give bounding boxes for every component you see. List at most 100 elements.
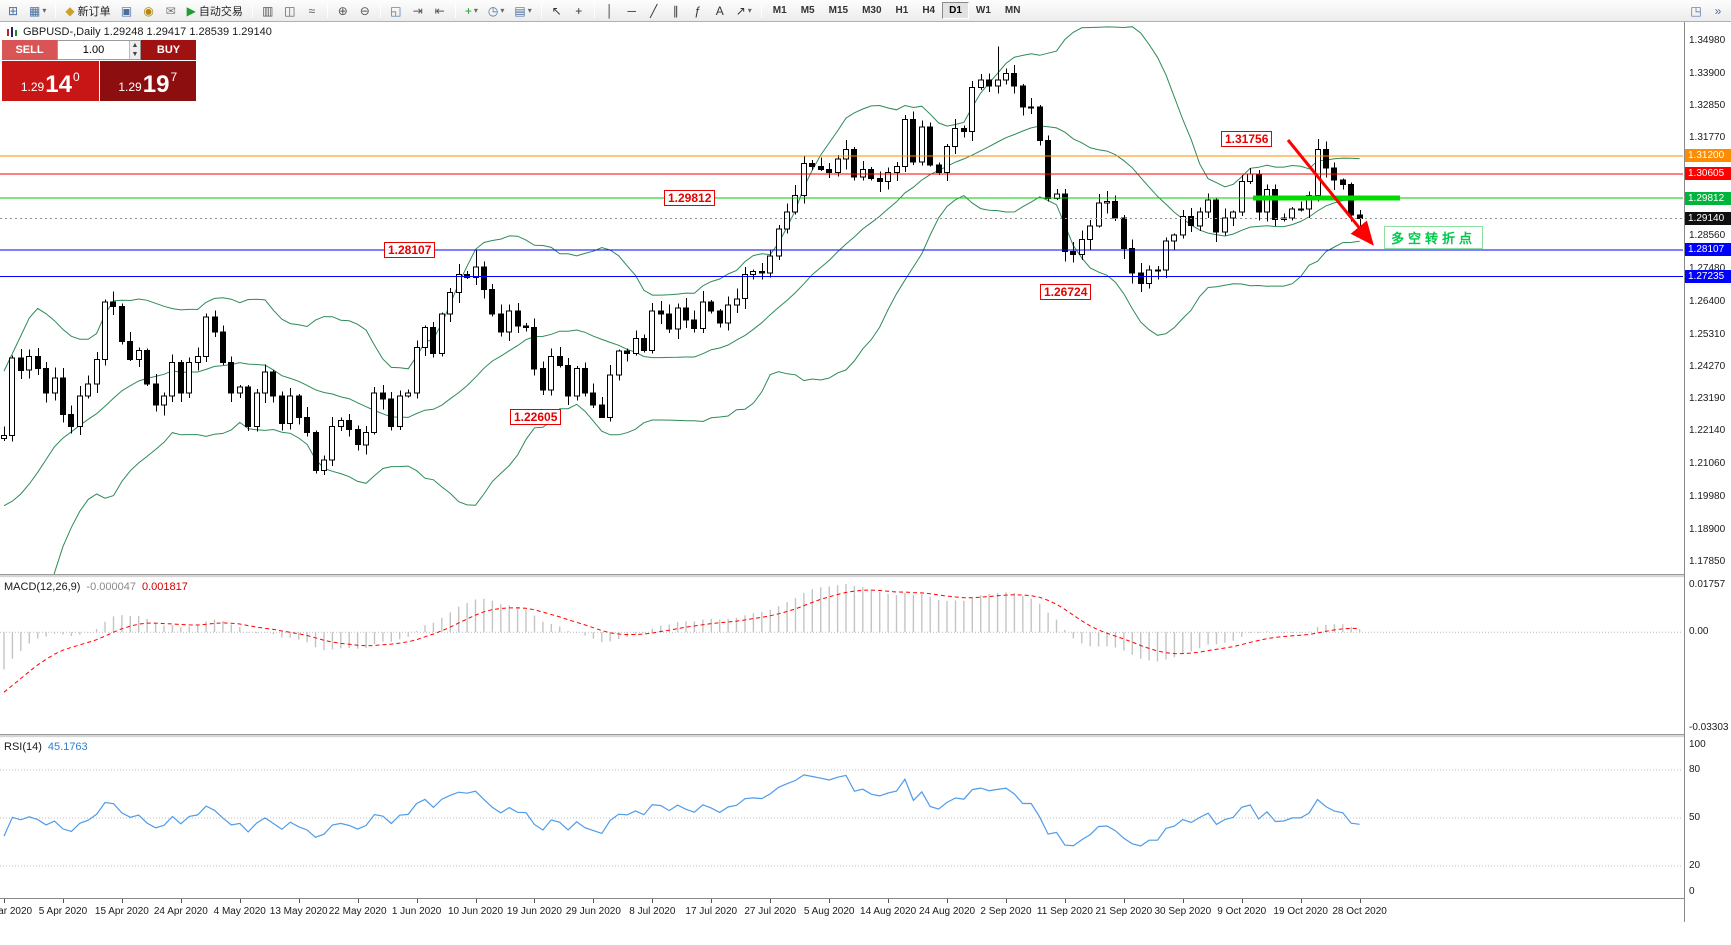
timeframe-w1-button[interactable]: W1 <box>975 5 991 16</box>
price-tag-label[interactable]: 1.31756 <box>1221 130 1273 147</box>
price-axis-label: 1.17850 <box>1689 555 1726 567</box>
macd-axis-label: 0.00 <box>1689 626 1709 638</box>
zoom-in-button[interactable]: ⊕ <box>333 2 353 20</box>
trendline-button[interactable]: ╱ <box>644 2 664 20</box>
indicators-button[interactable]: + ▾ <box>461 2 482 20</box>
text-button[interactable]: A <box>710 2 730 20</box>
toolbar-separator <box>454 3 456 18</box>
timeframe-m15-button[interactable]: M15 <box>828 5 849 16</box>
panel-splitter[interactable] <box>0 574 1731 578</box>
terminal-button[interactable]: ▣ <box>117 2 137 20</box>
sell-price-panel[interactable]: 1.29 14 0 <box>2 61 99 101</box>
timeframe-m1-button[interactable]: M1 <box>772 5 787 16</box>
time-axis-tick <box>1241 899 1243 903</box>
templates-button[interactable]: ▤ ▾ <box>510 2 535 20</box>
new-order-button[interactable]: ◆ 新订单 <box>61 2 114 20</box>
time-axis-tick <box>711 899 713 903</box>
chart-line-icon: ≈ <box>308 3 316 18</box>
timeframe-m30-button[interactable]: M30 <box>862 5 882 16</box>
arrows-button[interactable]: ↗ ▾ <box>732 2 756 20</box>
tile-windows-button[interactable]: ◱ <box>386 2 406 20</box>
price-axis-label: 1.32850 <box>1689 99 1726 111</box>
bid-price-box: 1.29140 <box>1685 211 1731 225</box>
price-level-box: 1.29812 <box>1685 191 1731 205</box>
horizontal-line-button[interactable]: ─ <box>622 2 642 20</box>
tile-windows-icon: ◱ <box>390 3 402 18</box>
mailbox-button[interactable]: ✉ <box>161 2 181 20</box>
vertical-line-button[interactable]: │ <box>600 2 620 20</box>
cursor-button[interactable]: ↖ <box>547 2 567 20</box>
volume-down-button[interactable]: ▼ <box>130 50 140 59</box>
time-axis-label: 13 May 2020 <box>269 906 328 917</box>
time-axis-label: 30 Sep 2020 <box>1154 906 1212 917</box>
time-axis-label: 19 Jun 2020 <box>506 906 562 917</box>
price-tag-label[interactable]: 1.26724 <box>1040 283 1092 300</box>
time-axis-tick <box>1064 899 1066 903</box>
fullscreen-button[interactable]: ◳ <box>1686 2 1706 20</box>
macd-panel[interactable] <box>0 578 1683 734</box>
autotrading-button[interactable]: ▶ 自动交易 <box>183 2 247 20</box>
macd-axis-label: 0.01757 <box>1689 579 1726 590</box>
time-axis-label: 28 Oct 2020 <box>1332 906 1387 917</box>
time-axis-tick <box>1123 899 1125 903</box>
profiles-button[interactable]: ▦ ▾ <box>25 2 50 20</box>
time-axis-tick <box>652 899 654 903</box>
arrows-icon: ↗ <box>735 3 746 18</box>
toolbar-separator <box>326 3 328 18</box>
chart-shift-button[interactable]: ⇤ <box>430 2 450 20</box>
timeframe-d1-button[interactable]: D1 <box>942 2 969 19</box>
price-chart[interactable] <box>0 22 1683 574</box>
crosshair-button[interactable]: + <box>569 2 589 20</box>
timeframe-h1-button[interactable]: H1 <box>895 5 909 16</box>
timeframe-h4-button[interactable]: H4 <box>922 5 936 16</box>
price-level-box: 1.28107 <box>1685 243 1731 257</box>
price-axis-label: 1.24270 <box>1689 360 1726 372</box>
time-axis[interactable]: 26 Mar 2020 5 Apr 2020 15 Apr 2020 24 Apr 2… <box>0 898 1684 922</box>
volume-input[interactable] <box>58 43 129 57</box>
chart-bars-button[interactable]: ▥ <box>258 2 278 20</box>
autotrading-icon: ▶ <box>186 3 196 18</box>
time-axis-label: 17 Jul 2020 <box>685 906 738 917</box>
sell-price-pips: 14 <box>45 71 72 98</box>
panel-splitter[interactable] <box>0 734 1731 738</box>
buy-button[interactable]: BUY <box>141 40 196 60</box>
zoom-out-button[interactable]: ⊖ <box>355 2 375 20</box>
price-level-box: 1.27235 <box>1685 269 1731 283</box>
rsi-panel[interactable] <box>0 738 1683 898</box>
price-axis[interactable]: 1.34980 1.33900 1.32850 1.31770 1.28560 1.274… <box>1684 22 1731 922</box>
channel-icon: ∥ <box>672 3 679 18</box>
sell-price-fraction: 0 <box>72 70 80 84</box>
turning-point-note[interactable]: 多空转折点 <box>1384 226 1484 250</box>
channel-button[interactable]: ∥ <box>666 2 686 20</box>
more-tools-button[interactable]: » <box>1708 2 1728 20</box>
cursor-icon: ↖ <box>551 3 562 18</box>
timeframe-m5-button[interactable]: M5 <box>800 5 815 16</box>
macd-axis-label: -0.03303 <box>1689 722 1729 733</box>
alerts-button[interactable]: ◉ <box>139 2 159 20</box>
price-tag-label[interactable]: 1.29812 <box>664 190 716 207</box>
zoom-in-icon: ⊕ <box>337 3 348 18</box>
chart-candles-icon: ◫ <box>284 3 296 18</box>
timeframe-mn-button[interactable]: MN <box>1004 5 1021 16</box>
volume-up-button[interactable]: ▲ <box>130 41 140 50</box>
trendline-icon: ╱ <box>650 3 658 18</box>
price-tag-label[interactable]: 1.28107 <box>384 241 436 258</box>
chart-line-button[interactable]: ≈ <box>302 2 322 20</box>
dropdown-caret-icon: ▾ <box>527 6 532 15</box>
auto-scroll-button[interactable]: ⇥ <box>408 2 428 20</box>
sell-button[interactable]: SELL <box>2 40 57 60</box>
new-chart-button[interactable]: ⊞ <box>3 2 23 20</box>
toolbar-separator <box>55 3 57 18</box>
trend-arrow[interactable] <box>1286 139 1374 246</box>
macd-label: MACD(12,26,9) -0.000047 0.001817 <box>4 581 188 593</box>
fibonacci-button[interactable]: ƒ <box>688 2 708 20</box>
chart-candles-button[interactable]: ◫ <box>280 2 300 20</box>
price-tag-label[interactable]: 1.22605 <box>510 409 562 426</box>
periods-button[interactable]: ◷ ▾ <box>484 2 509 20</box>
chart-shift-icon: ⇤ <box>434 3 445 18</box>
price-axis-label: 1.34980 <box>1689 34 1726 46</box>
horizontal-level-lines[interactable] <box>0 155 1683 277</box>
toolbar: ⊞ ▦ ▾ ◆ 新订单 ▣ ◉ ✉ ▶ 自动交易 ▥ ◫ ≈ ⊕ ⊖ ◱ ⇥ ⇤ + ▾ ◷ ▾ ▤ ▾ ↖ + │ ─ ╱ ∥ ƒ A ↗ ▾ M… <box>0 0 1731 22</box>
time-axis-tick <box>829 899 831 903</box>
buy-price-panel[interactable]: 1.29 19 7 <box>99 61 196 101</box>
